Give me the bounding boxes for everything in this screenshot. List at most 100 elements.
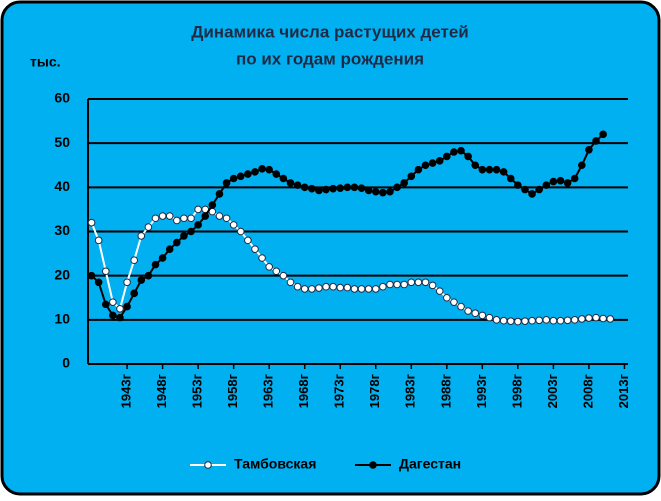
data-point [414,165,423,174]
data-point [272,170,281,178]
data-point [379,188,387,197]
data-point [570,316,579,324]
data-point [151,214,160,223]
data-point [343,183,352,192]
data-point [592,137,600,145]
data-point [194,205,202,214]
data-point [329,184,337,193]
data-point [364,285,373,293]
data-point [109,311,117,320]
data-point [158,254,167,262]
legend-label: Дагестан [399,456,461,472]
data-point [215,212,224,220]
data-point [585,314,593,322]
x-tick-label: 1978г [367,373,382,408]
data-point [173,216,181,225]
x-tick-label: 2013г [616,373,631,408]
x-tick-label: 2003г [545,373,560,408]
data-point [578,315,586,323]
y-tick-label: 30 [54,222,70,238]
data-point [407,278,416,287]
data-point [130,289,138,298]
data-point [471,161,480,170]
data-point [350,285,359,293]
data-point [215,190,224,198]
data-point [251,245,259,253]
data-point [535,316,543,325]
data-point [130,256,138,265]
data-point [371,187,380,196]
data-point [450,148,458,156]
data-point [443,293,451,302]
y-tick-label: 50 [54,134,70,150]
legend-marker [204,461,212,469]
data-point [222,214,231,223]
data-point [322,282,330,291]
data-point [258,254,266,262]
data-point [109,298,117,306]
data-point [379,282,387,291]
data-point [414,278,423,287]
data-point [428,159,437,167]
data-point [570,174,579,183]
data-point [563,316,572,325]
y-tick-label: 20 [54,266,70,282]
data-point [386,187,394,196]
data-point [393,280,401,289]
x-tick-label: 1948г [154,373,169,408]
data-point [357,285,366,293]
x-tick-label: 1953г [190,373,205,408]
data-point [265,165,273,174]
data-point [350,183,359,192]
data-point [180,232,188,240]
data-point [293,282,302,291]
data-point [336,283,345,292]
data-point [94,278,103,287]
data-point [87,218,96,227]
data-point [457,302,465,311]
data-point [393,183,401,192]
data-point [329,282,337,291]
data-point [144,271,153,280]
data-point [123,278,131,287]
data-point [116,304,124,313]
x-tick-label: 1968г [296,373,311,408]
data-point [514,181,522,189]
y-tick-label: 0 [62,355,70,371]
data-point [492,165,501,174]
data-point [421,161,430,170]
data-point [542,316,551,324]
data-point [187,227,195,236]
data-point [244,170,252,178]
data-point [229,174,238,183]
x-tick-label: 1993г [474,373,489,408]
x-tick-label: 1943г [119,373,134,408]
data-point [315,186,323,195]
data-point [556,316,565,325]
data-point [343,283,352,292]
data-point [599,130,607,139]
data-point [528,190,536,198]
data-point [485,313,494,322]
data-point [286,179,295,187]
legend-label: Тамбовская [234,456,316,472]
x-tick-label: 1973г [332,373,347,408]
data-point [606,315,615,323]
data-point [521,317,529,325]
data-point [165,245,174,253]
data-point [599,314,607,323]
data-point [279,174,288,183]
x-tick-label: 1998г [509,373,524,408]
data-point [563,179,572,187]
data-point [549,316,558,325]
data-point [421,278,430,287]
data-point [506,317,515,325]
data-point [244,236,252,245]
data-point [180,214,188,223]
data-point [208,201,217,209]
data-point [592,313,600,322]
data-point [165,212,174,220]
data-point [535,185,543,194]
data-point [87,271,96,280]
